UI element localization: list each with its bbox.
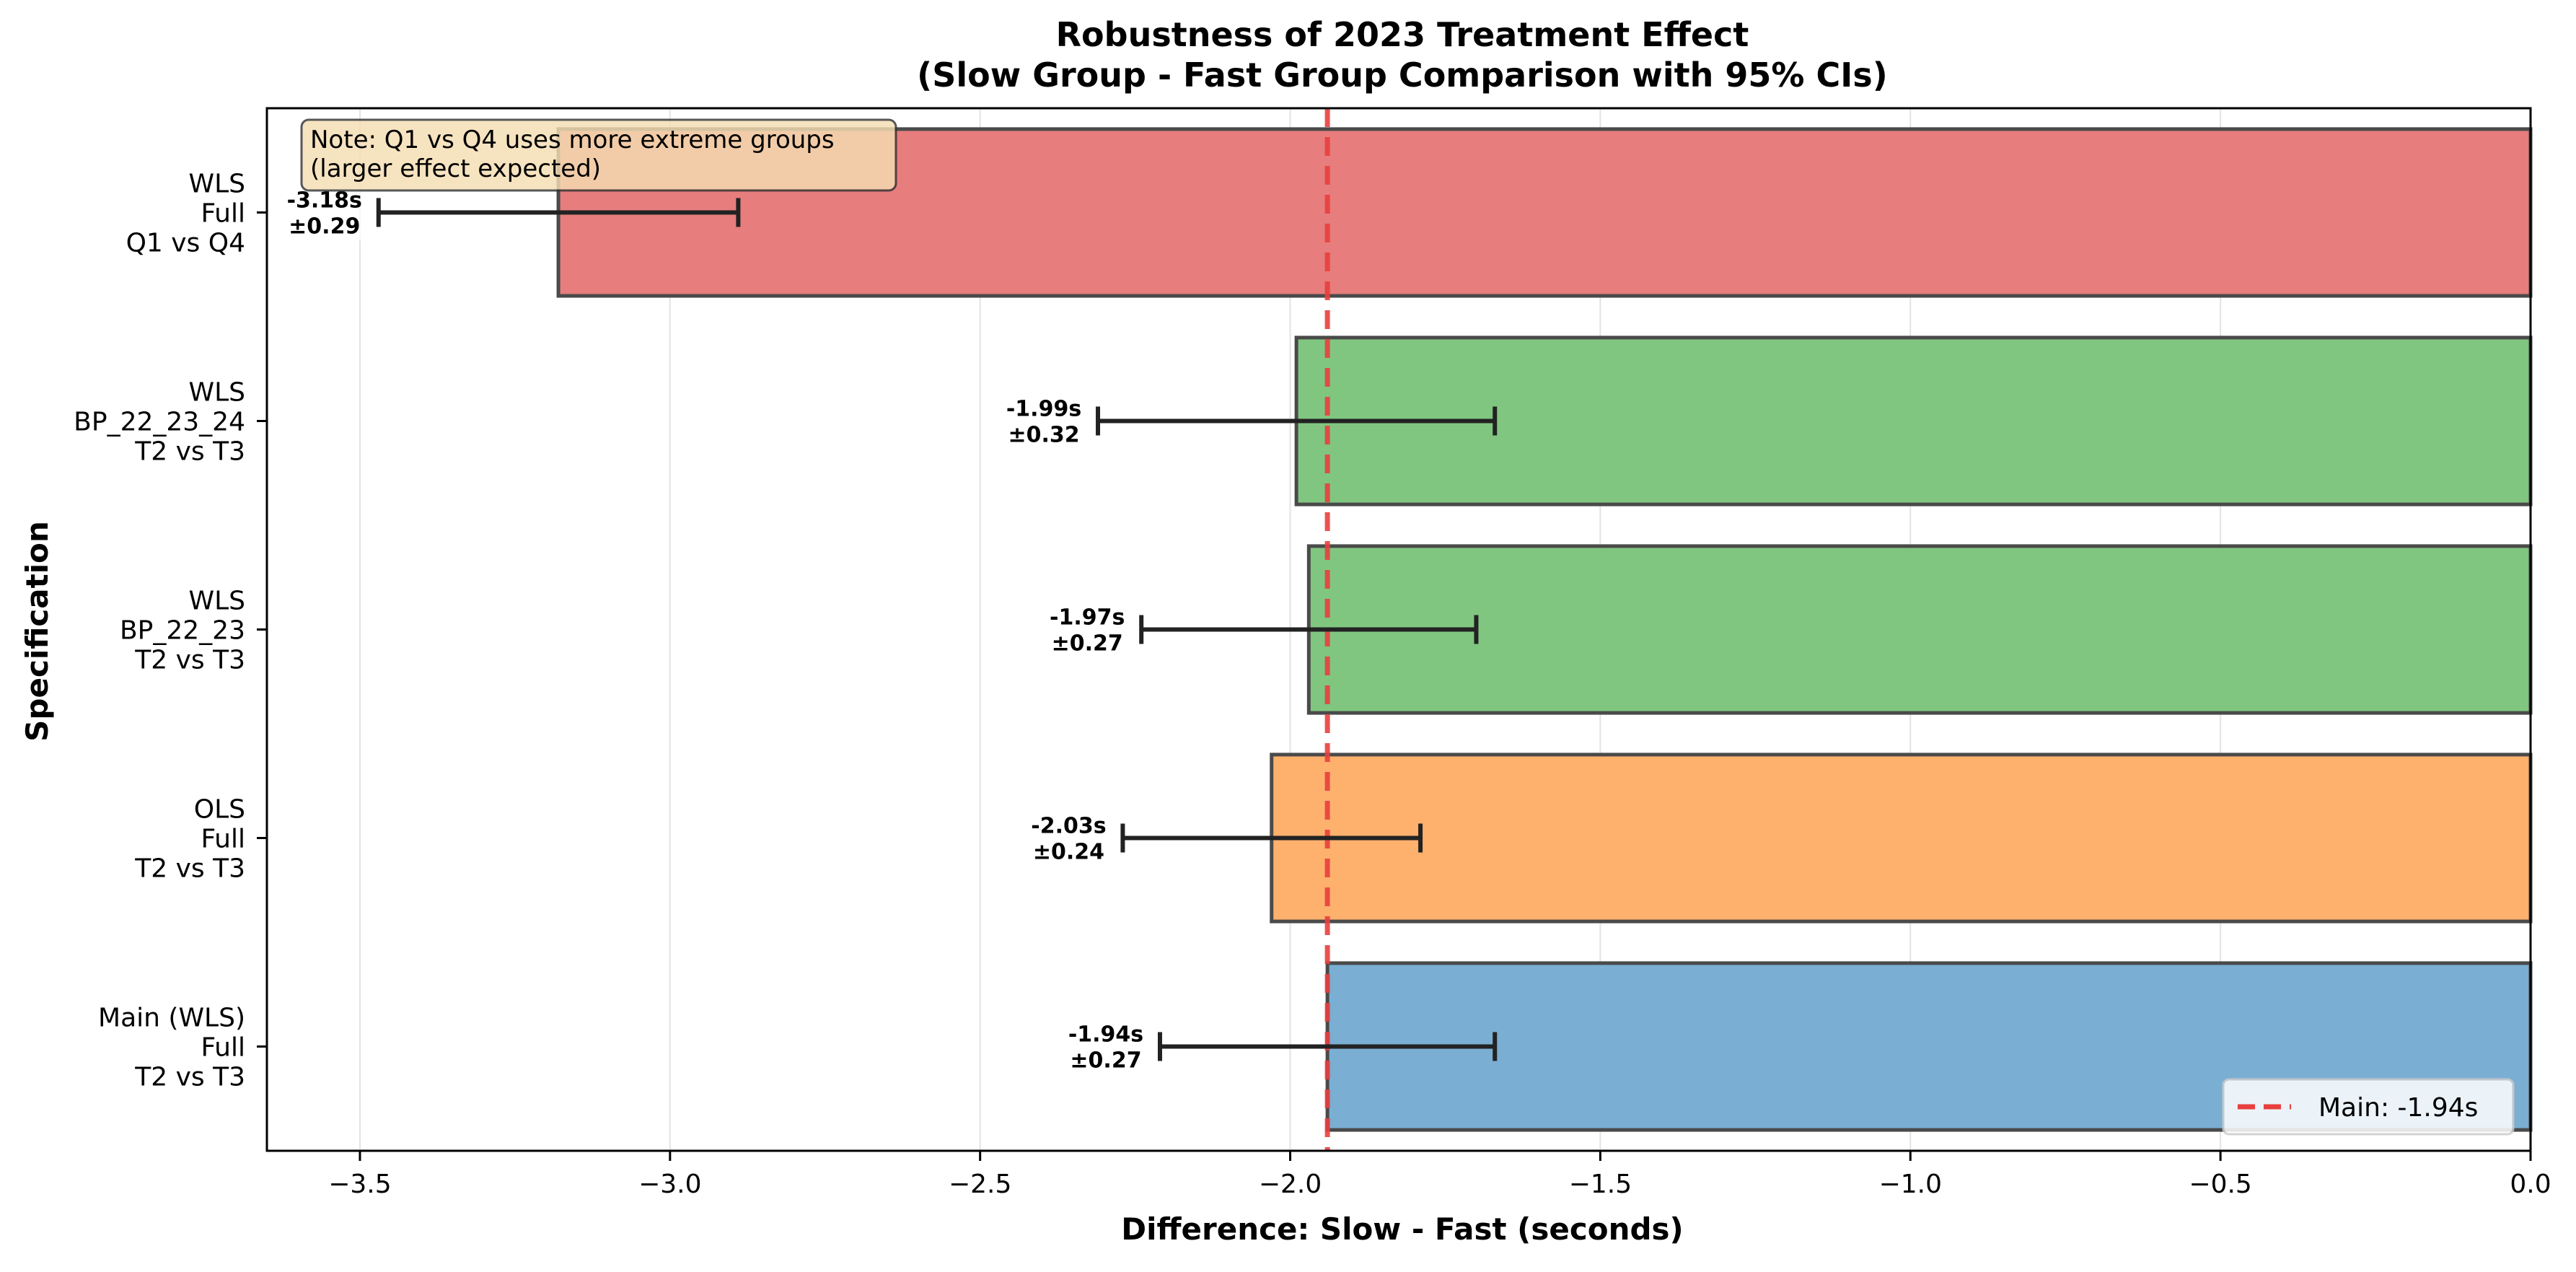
- y-tick-label: T2 vs T3: [134, 646, 245, 675]
- ci-label: ±0.29: [289, 214, 360, 240]
- legend-label: Main: -1.94s: [2318, 1093, 2478, 1123]
- x-tick-label: −1.5: [1569, 1170, 1632, 1199]
- y-tick-label: T2 vs T3: [134, 854, 245, 884]
- x-tick-label: 0.0: [2510, 1170, 2551, 1199]
- x-tick-label: −2.0: [1259, 1170, 1322, 1199]
- value-label: -2.03s: [1031, 814, 1106, 839]
- value-label: -1.99s: [1006, 397, 1081, 422]
- note-line: (larger effect expected): [310, 154, 601, 183]
- ci-label: ±0.27: [1052, 631, 1123, 657]
- y-tick-label: OLS: [194, 795, 245, 825]
- y-tick-label: Full: [201, 825, 245, 854]
- y-tick-label: Full: [201, 1033, 245, 1063]
- y-tick-label: WLS: [188, 587, 245, 616]
- y-axis-label: Specification: [19, 521, 55, 742]
- y-tick-label: Q1 vs Q4: [126, 229, 245, 258]
- x-tick-label: −2.5: [949, 1170, 1011, 1199]
- note-box: [300, 118, 897, 192]
- y-tick-label: T2 vs T3: [134, 1063, 245, 1092]
- y-tick-label: Full: [201, 199, 245, 229]
- y-tick-label: Main (WLS): [98, 1004, 245, 1033]
- plot-area: -1.94s±0.27-2.03s±0.24-1.97s±0.27-1.99s±…: [74, 107, 2551, 1199]
- x-axis-label: Difference: Slow - Fast (seconds): [1121, 1211, 1684, 1247]
- chart-subtitle: (Slow Group - Fast Group Comparison with…: [917, 56, 1888, 95]
- bar: [1294, 335, 2533, 506]
- y-tick-label: WLS: [188, 170, 245, 199]
- bar: [1306, 544, 2533, 715]
- value-label: -1.97s: [1050, 605, 1125, 631]
- y-tick-label: BP_22_23: [120, 616, 245, 646]
- y-tick-label: BP_22_23_24: [74, 408, 245, 437]
- chart-title: Robustness of 2023 Treatment Effect: [1056, 15, 1749, 54]
- ci-label: ±0.27: [1070, 1048, 1141, 1074]
- value-label-bg: [1027, 812, 1111, 866]
- value-label-bg: [1064, 1020, 1148, 1074]
- x-tick-label: −1.0: [1879, 1170, 1942, 1199]
- legend-box: [2222, 1078, 2515, 1136]
- value-label-bg: [1045, 603, 1130, 657]
- bar: [1270, 753, 2533, 924]
- y-tick-label: T2 vs T3: [134, 437, 245, 467]
- value-label: -1.94s: [1068, 1022, 1143, 1048]
- x-tick-label: −3.0: [638, 1170, 701, 1199]
- value-label-bg: [1002, 395, 1086, 449]
- value-label: -3.18s: [287, 188, 362, 214]
- y-tick-label: WLS: [188, 378, 245, 408]
- x-tick-label: −0.5: [2189, 1170, 2251, 1199]
- x-tick-label: −3.5: [328, 1170, 391, 1199]
- note-line: Note: Q1 vs Q4 uses more extreme groups: [310, 126, 835, 154]
- ci-label: ±0.32: [1008, 423, 1079, 448]
- value-label-bg: [282, 186, 366, 240]
- ci-label: ±0.24: [1033, 840, 1104, 865]
